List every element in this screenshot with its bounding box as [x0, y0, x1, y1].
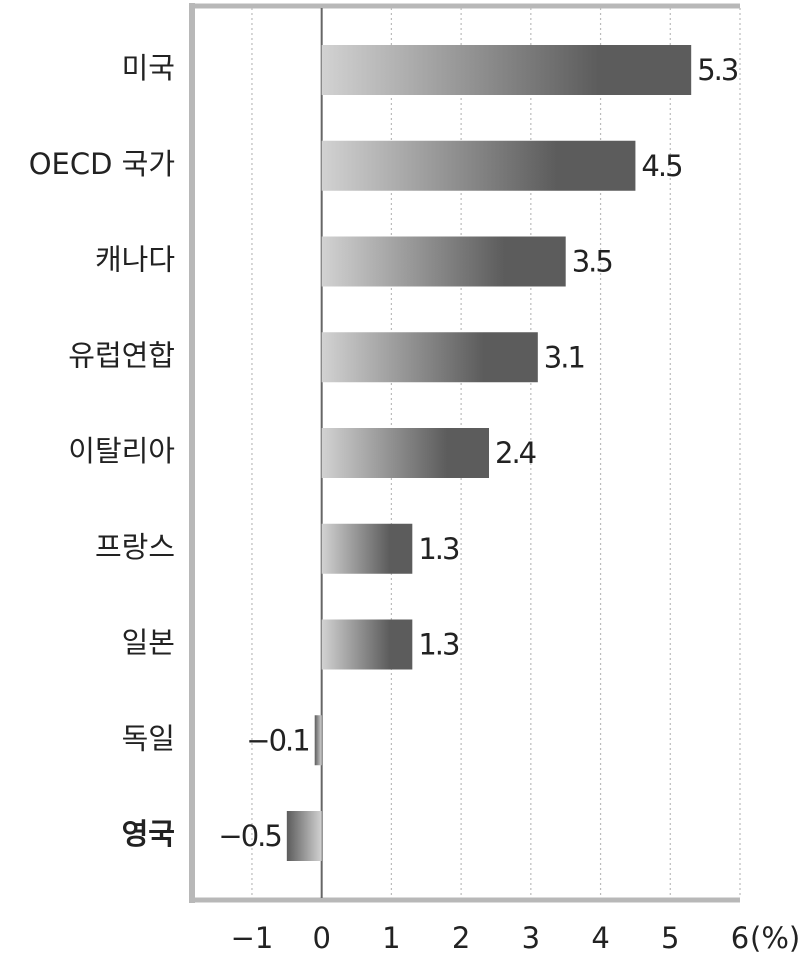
y-tick-label: 독일	[122, 721, 175, 755]
bar	[321, 45, 692, 95]
value-label: 2.4	[495, 436, 536, 470]
y-tick-label: 프랑스	[95, 530, 175, 564]
bar	[314, 715, 322, 766]
y-tick-label: OECD 국가	[29, 147, 175, 181]
y-tick-label: 미국	[122, 51, 175, 85]
value-label: 1.3	[418, 532, 459, 566]
y-tick-label: 캐나다	[95, 243, 175, 277]
x-tick-label: 4	[591, 921, 609, 955]
value-label: 1.3	[418, 628, 459, 662]
x-tick-label: 1	[382, 921, 400, 955]
value-label: 5.3	[697, 53, 738, 87]
bar	[286, 811, 322, 861]
bar	[321, 236, 566, 287]
value-label: 3.1	[544, 340, 584, 374]
value-label: −0.1	[246, 723, 308, 757]
y-tick-label: 영국	[122, 817, 175, 851]
value-label: 4.5	[641, 149, 681, 183]
x-unit: (%)	[750, 921, 800, 955]
bar	[321, 619, 413, 670]
bar	[321, 428, 490, 478]
y-tick-label: 일본	[122, 626, 175, 660]
y-tick-label: 유럽연합	[68, 338, 175, 372]
bar	[321, 140, 636, 191]
x-tick-label: −1	[231, 921, 274, 955]
x-tick-label: 6	[731, 921, 749, 955]
x-tick-label: 2	[452, 921, 470, 955]
x-tick-label: 5	[661, 921, 679, 955]
bar	[321, 523, 413, 574]
value-label: −0.5	[218, 819, 280, 853]
bar	[321, 332, 538, 383]
x-tick-label: 3	[522, 921, 540, 955]
x-tick-label: 0	[312, 921, 330, 955]
y-tick-label: 이탈리아	[68, 434, 175, 468]
value-label: 3.5	[572, 245, 612, 279]
